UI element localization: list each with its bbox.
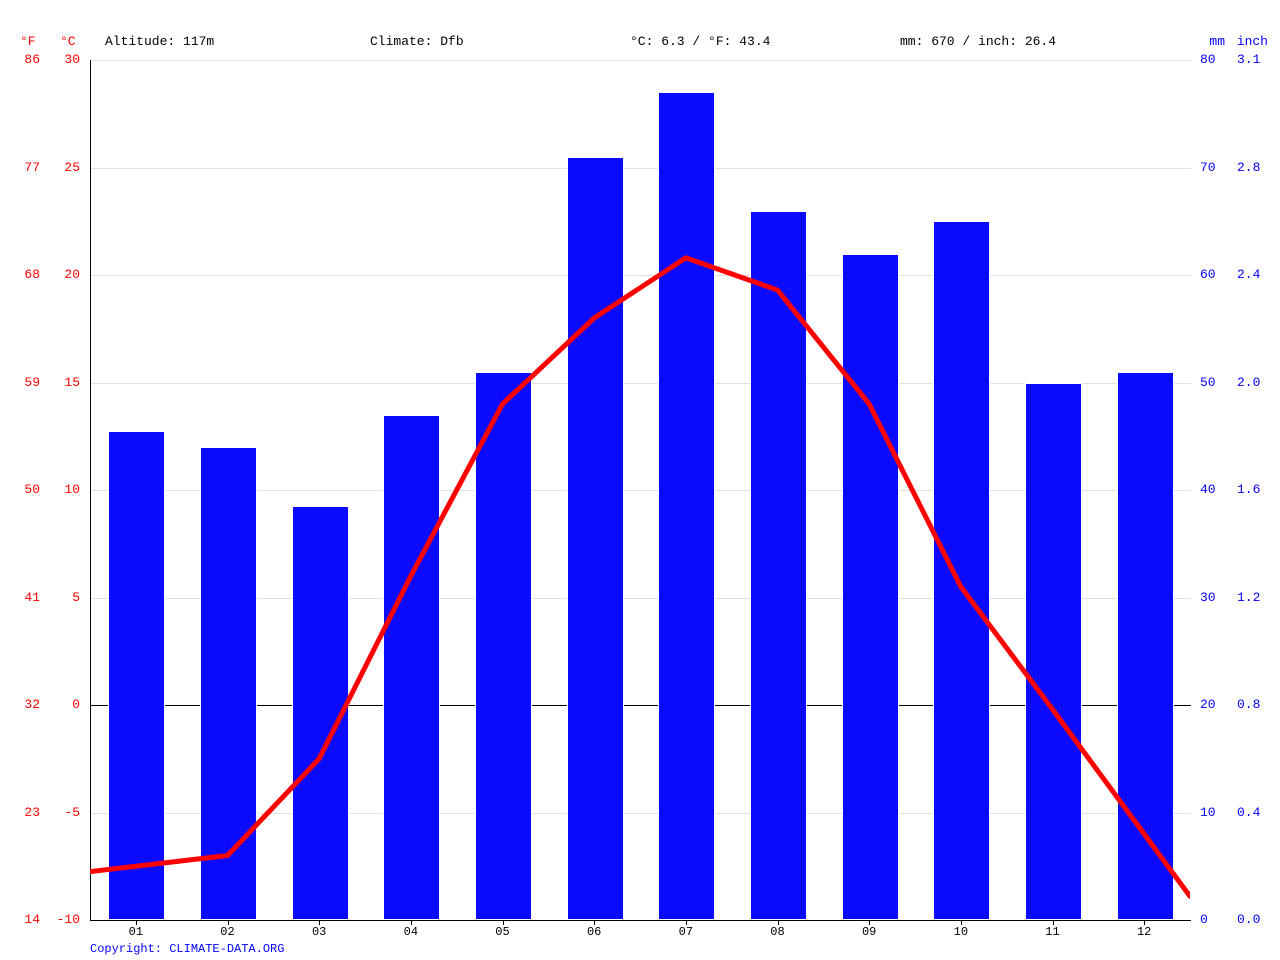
chart-header: Altitude: 117m Climate: Dfb °C: 6.3 / °F…: [0, 34, 1280, 54]
ytick-fahrenheit: 32: [10, 697, 40, 712]
precip-bar: [200, 447, 257, 920]
ytick-celsius: 5: [50, 590, 80, 605]
ytick-fahrenheit: 68: [10, 267, 40, 282]
xtick-label: 02: [208, 925, 248, 939]
plot-area: [90, 60, 1191, 921]
precip-bar: [842, 254, 899, 921]
precip-bar: [567, 157, 624, 920]
xtick-label: 09: [849, 925, 889, 939]
ytick-mm: 30: [1200, 590, 1230, 605]
ytick-inch: 1.2: [1237, 590, 1272, 605]
xtick-label: 05: [483, 925, 523, 939]
ytick-inch: 2.8: [1237, 160, 1272, 175]
climate-chart: °F °C mm inch Altitude: 117m Climate: Df…: [0, 0, 1280, 960]
ytick-celsius: 25: [50, 160, 80, 175]
ytick-celsius: 10: [50, 482, 80, 497]
ytick-inch: 0.4: [1237, 805, 1272, 820]
xtick-label: 01: [116, 925, 156, 939]
ytick-mm: 80: [1200, 52, 1230, 67]
ytick-inch: 0.0: [1237, 912, 1272, 927]
ytick-celsius: 15: [50, 375, 80, 390]
ytick-mm: 70: [1200, 160, 1230, 175]
ytick-celsius: 30: [50, 52, 80, 67]
xtick-label: 12: [1124, 925, 1164, 939]
header-climate: Climate: Dfb: [370, 34, 464, 49]
ytick-inch: 2.0: [1237, 375, 1272, 390]
ytick-inch: 0.8: [1237, 697, 1272, 712]
precip-bar: [933, 221, 990, 920]
precip-bar: [1025, 383, 1082, 921]
header-temp: °C: 6.3 / °F: 43.4: [630, 34, 770, 49]
xtick-label: 11: [1033, 925, 1073, 939]
ytick-celsius: -5: [50, 805, 80, 820]
precip-bar: [475, 372, 532, 920]
ytick-fahrenheit: 86: [10, 52, 40, 67]
ytick-mm: 10: [1200, 805, 1230, 820]
precip-bar: [1117, 372, 1174, 920]
ytick-mm: 0: [1200, 912, 1230, 927]
ytick-fahrenheit: 23: [10, 805, 40, 820]
ytick-mm: 40: [1200, 482, 1230, 497]
gridline: [91, 168, 1191, 169]
ytick-fahrenheit: 50: [10, 482, 40, 497]
ytick-mm: 20: [1200, 697, 1230, 712]
ytick-mm: 50: [1200, 375, 1230, 390]
xtick-label: 03: [299, 925, 339, 939]
xtick-label: 07: [666, 925, 706, 939]
ytick-fahrenheit: 41: [10, 590, 40, 605]
precip-bar: [108, 431, 165, 920]
ytick-inch: 2.4: [1237, 267, 1272, 282]
precip-bar: [292, 506, 349, 920]
ytick-fahrenheit: 59: [10, 375, 40, 390]
xtick-label: 04: [391, 925, 431, 939]
xtick-label: 06: [574, 925, 614, 939]
xtick-label: 08: [758, 925, 798, 939]
header-altitude: Altitude: 117m: [105, 34, 214, 49]
ytick-inch: 3.1: [1237, 52, 1272, 67]
precip-bar: [750, 211, 807, 921]
copyright-text: Copyright: CLIMATE-DATA.ORG: [90, 942, 284, 956]
ytick-celsius: 0: [50, 697, 80, 712]
header-precip: mm: 670 / inch: 26.4: [900, 34, 1056, 49]
ytick-fahrenheit: 14: [10, 912, 40, 927]
gridline: [91, 275, 1191, 276]
ytick-mm: 60: [1200, 267, 1230, 282]
ytick-fahrenheit: 77: [10, 160, 40, 175]
ytick-celsius: 20: [50, 267, 80, 282]
ytick-inch: 1.6: [1237, 482, 1272, 497]
ytick-celsius: -10: [50, 912, 80, 927]
precip-bar: [383, 415, 440, 920]
precip-bar: [658, 92, 715, 920]
xtick-label: 10: [941, 925, 981, 939]
gridline: [91, 60, 1191, 61]
